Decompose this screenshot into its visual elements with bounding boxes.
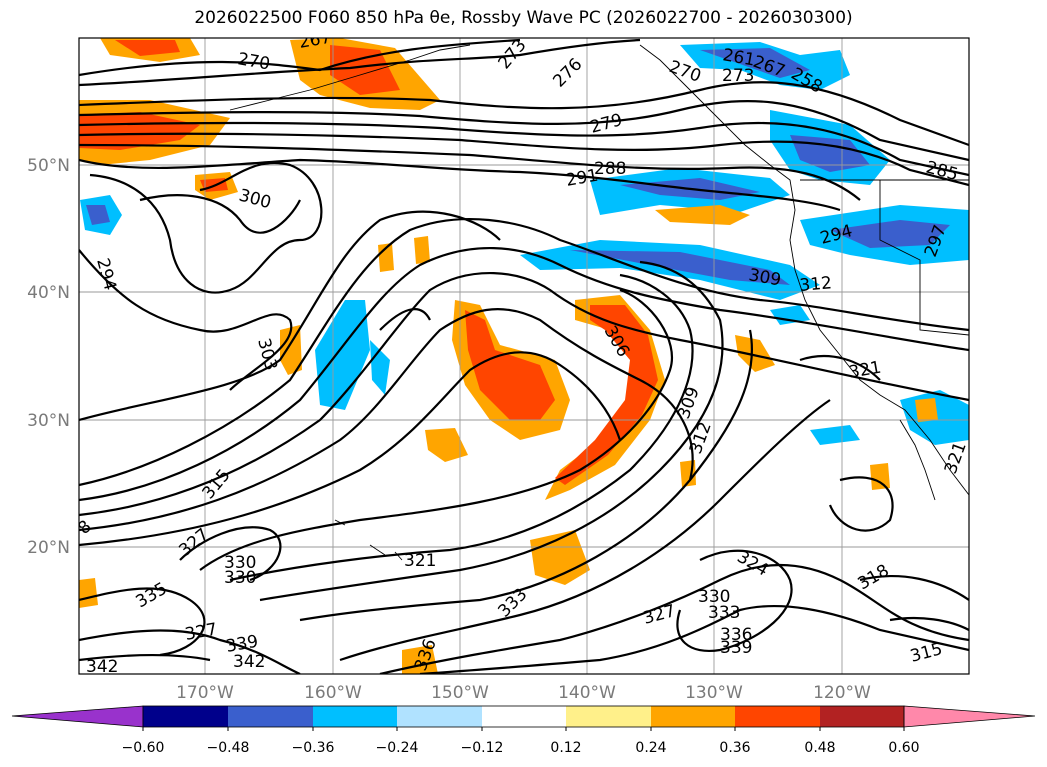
- colorbar-tick-label: −0.36: [292, 740, 335, 756]
- contour-label: 342: [86, 657, 118, 677]
- contour-label: 333: [708, 603, 740, 623]
- colorbar-segment: [651, 706, 735, 727]
- lat-label: 30°N: [27, 411, 70, 431]
- lat-label: 50°N: [27, 156, 70, 176]
- lat-label: 20°N: [27, 538, 70, 558]
- colorbar-ticks: [142, 727, 905, 731]
- colorbar-segment: [735, 706, 820, 727]
- contour-label: 342: [233, 652, 265, 672]
- positive-anomaly-shading: [79, 38, 938, 674]
- lon-label: 160°W: [304, 683, 362, 703]
- lon-label: 140°W: [558, 683, 616, 703]
- colorbar-extend-min: [11, 705, 144, 728]
- colorbar-tick-label: 0.36: [719, 740, 750, 756]
- colorbar-segment: [143, 706, 228, 727]
- colorbar-segment: [313, 706, 397, 727]
- theta-e-contours: [79, 38, 969, 674]
- colorbar-segment: [397, 706, 482, 727]
- plot-frame: [78, 37, 970, 675]
- colorbar: −0.60 −0.48 −0.36 −0.24 −0.12 0.12 0.24 …: [11, 705, 1036, 756]
- contour-label: 273: [722, 66, 754, 86]
- colorbar-tick-label: −0.60: [122, 740, 165, 756]
- longitude-labels: 170°W 160°W 150°W 140°W 130°W 120°W: [176, 683, 871, 703]
- contour-label: 336: [720, 625, 752, 645]
- colorbar-extend-max: [903, 705, 1036, 728]
- colorbar-tick-label: −0.48: [207, 740, 250, 756]
- contour-label: 330: [698, 587, 730, 607]
- colorbar-segment: [820, 706, 904, 727]
- colorbar-tick-label: 0.12: [550, 740, 581, 756]
- contour-label: 288: [594, 159, 626, 179]
- colorbar-tick-label: −0.12: [461, 740, 504, 756]
- colorbar-tick-label: 0.24: [635, 740, 666, 756]
- colorbar-tick-label: 0.48: [804, 740, 835, 756]
- graticule: [79, 38, 969, 674]
- map-title: 2026022500 F060 850 hPa θe, Rossby Wave …: [194, 8, 853, 28]
- contour-label: 330: [224, 553, 256, 573]
- latitude-labels: 50°N 40°N 30°N 20°N: [27, 156, 70, 558]
- lon-label: 120°W: [813, 683, 871, 703]
- colorbar-segment: [482, 706, 566, 727]
- colorbar-segment: [228, 706, 313, 727]
- colorbar-tick-label: 0.60: [888, 740, 919, 756]
- contour-label: 312: [799, 273, 833, 296]
- lon-label: 130°W: [685, 683, 743, 703]
- lon-label: 170°W: [176, 683, 234, 703]
- colorbar-segment: [566, 706, 651, 727]
- lat-label: 40°N: [27, 283, 70, 303]
- contour-label: 321: [404, 551, 436, 571]
- colorbar-tick-label: −0.24: [376, 740, 419, 756]
- lon-label: 150°W: [431, 683, 489, 703]
- contour-label: 339: [720, 638, 752, 658]
- contour-label: 330: [224, 568, 256, 588]
